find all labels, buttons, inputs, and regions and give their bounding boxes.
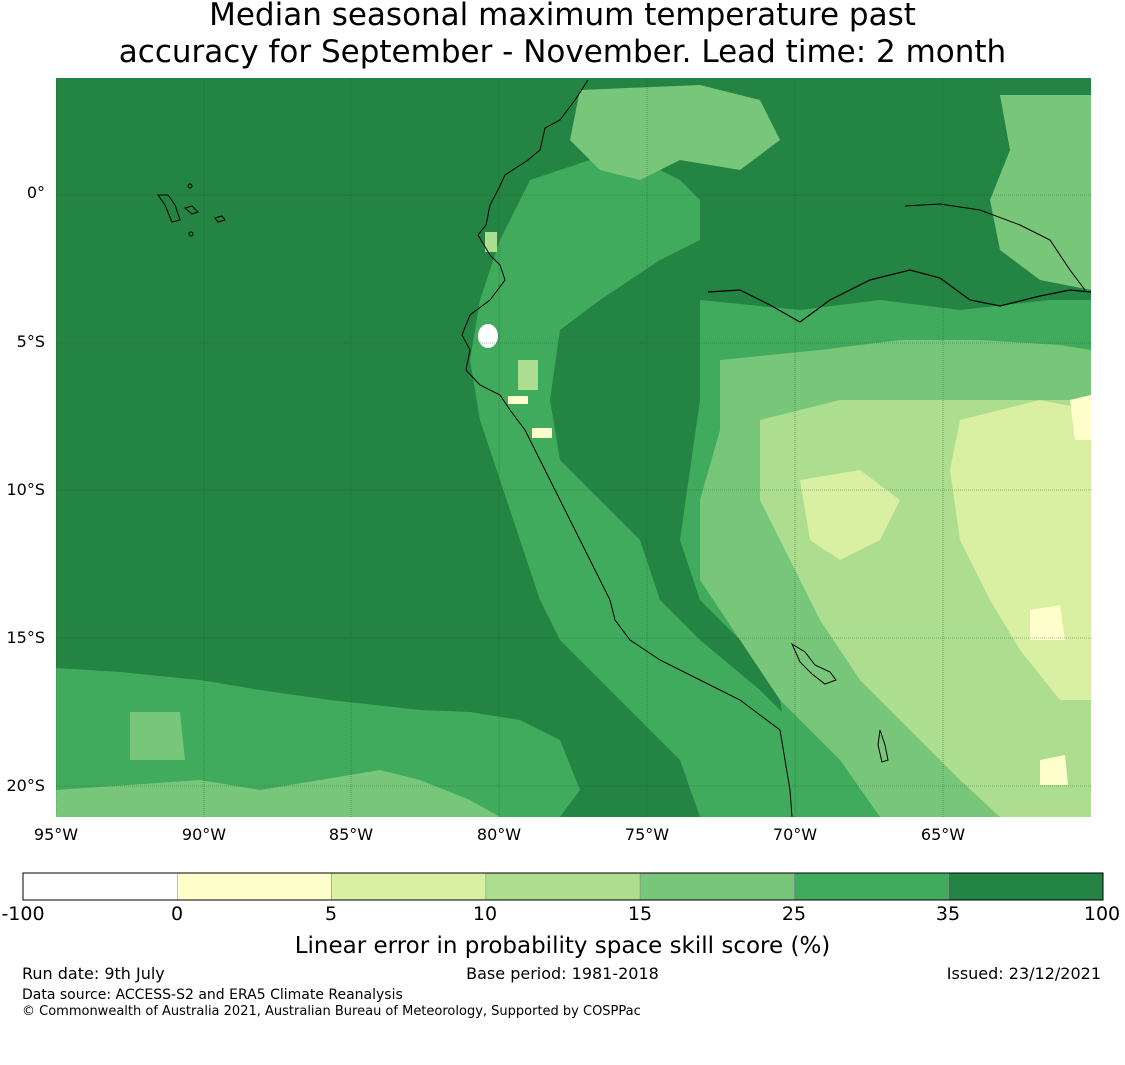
issued-date: Issued: 23/12/2021 [946, 964, 1101, 983]
lon-label-95w: 95°W [33, 825, 79, 844]
colorbar-segment-0 [22, 872, 178, 901]
region-south-ocean-15-25 [56, 712, 500, 817]
colorbar-tick-100: 100 [1083, 903, 1121, 925]
colorbar [22, 872, 1104, 901]
colorbar-segment-4 [639, 872, 795, 901]
colorbar-tick-35: 35 [935, 903, 961, 925]
region-negative-coast-3 [532, 428, 552, 438]
lon-label-75w: 75°W [624, 825, 670, 844]
lake-poopo [877, 729, 889, 763]
colorbar-tick-15: 15 [627, 903, 653, 925]
lon-label-85w: 85°W [328, 825, 374, 844]
colorbar-label: Linear error in probability space skill … [294, 933, 831, 959]
lon-label-70w: 70°W [772, 825, 818, 844]
map-title-line1: Median seasonal maximum temperature past [209, 0, 916, 33]
region-negative-coast-1 [478, 324, 498, 348]
colorbar-segment-5 [794, 872, 949, 901]
map-title-line2: accuracy for September - November. Lead … [118, 34, 1007, 70]
region-andes-25-35 [470, 150, 800, 817]
colorbar-tick-0: 0 [170, 903, 184, 925]
lat-label-20s: 20°S [6, 776, 45, 795]
data-source: Data source: ACCESS-S2 and ERA5 Climate … [22, 987, 403, 1003]
lon-label-80w: 80°W [476, 825, 522, 844]
lat-label-15s: 15°S [6, 628, 45, 647]
lat-label-0: 0° [26, 183, 45, 202]
region-0-5-east [1030, 395, 1091, 785]
colorbar-segment-3 [485, 872, 641, 901]
colorbar-tick-25: 25 [781, 903, 807, 925]
colorbar-segment-1 [177, 872, 332, 901]
colorbar-segment-2 [331, 872, 487, 901]
lon-label-65w: 65°W [920, 825, 966, 844]
colorbar-tick-minus100: -100 [1, 903, 45, 925]
region-coast-patch [485, 232, 497, 252]
run-date: Run date: 9th July [22, 964, 165, 983]
base-period: Base period: 1981-2018 [466, 964, 659, 983]
region-south-ocean-25-35 [56, 668, 580, 817]
amazon-river [707, 269, 1091, 323]
colorbar-segment-6 [948, 872, 1104, 901]
colorbar-tick-5: 5 [324, 903, 338, 925]
map-gridlines [56, 78, 1091, 817]
lake-titicaca [790, 642, 837, 685]
region-central-5-10 [800, 400, 1091, 700]
region-north-east-15-25 [990, 95, 1091, 290]
copyright: © Commonwealth of Australia 2021, Austra… [22, 1004, 641, 1019]
lat-label-10s: 10°S [6, 480, 45, 499]
coastline [461, 79, 793, 817]
negro-river [904, 203, 1086, 291]
skill-map [56, 78, 1091, 817]
region-coast-patch-2 [518, 360, 538, 390]
galapagos-islands [157, 183, 226, 237]
region-negative-coast-2 [508, 396, 528, 404]
colorbar-tick-10: 10 [472, 903, 498, 925]
lat-label-5s: 5°S [16, 332, 45, 351]
region-north-15-25 [570, 85, 780, 180]
lon-label-90w: 90°W [181, 825, 227, 844]
